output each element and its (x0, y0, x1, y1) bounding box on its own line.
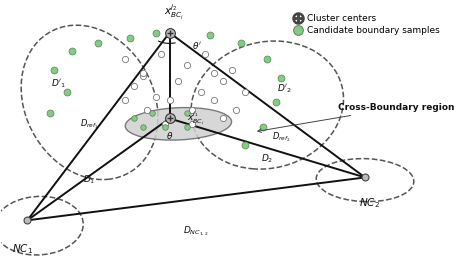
Text: $D'_2$: $D'_2$ (277, 83, 292, 95)
Text: $D_1$: $D_1$ (83, 174, 96, 186)
Text: $NC_1$: $NC_1$ (12, 242, 33, 256)
Text: $D_{ref_2}$: $D_{ref_2}$ (272, 131, 291, 144)
Text: $D_{ref_1}$: $D_{ref_1}$ (80, 118, 99, 131)
Text: $D_{NC_{1,2}}$: $D_{NC_{1,2}}$ (183, 225, 209, 238)
Text: $NC_2$: $NC_2$ (359, 196, 380, 210)
Text: $\theta'$: $\theta'$ (191, 40, 201, 51)
Text: $x^{j_1}_{BC_i}$: $x^{j_1}_{BC_i}$ (187, 110, 205, 127)
Text: $\theta$: $\theta$ (166, 130, 173, 141)
Text: $x^{j_2}_{BC_i}$: $x^{j_2}_{BC_i}$ (164, 3, 184, 22)
Text: Cross-Boundary region: Cross-Boundary region (258, 103, 455, 132)
Text: $D'_1$: $D'_1$ (51, 77, 66, 90)
Ellipse shape (125, 108, 232, 140)
Legend: Cluster centers, Candidate boundary samples: Cluster centers, Candidate boundary samp… (292, 13, 440, 36)
Text: $D_2$: $D_2$ (261, 152, 273, 165)
